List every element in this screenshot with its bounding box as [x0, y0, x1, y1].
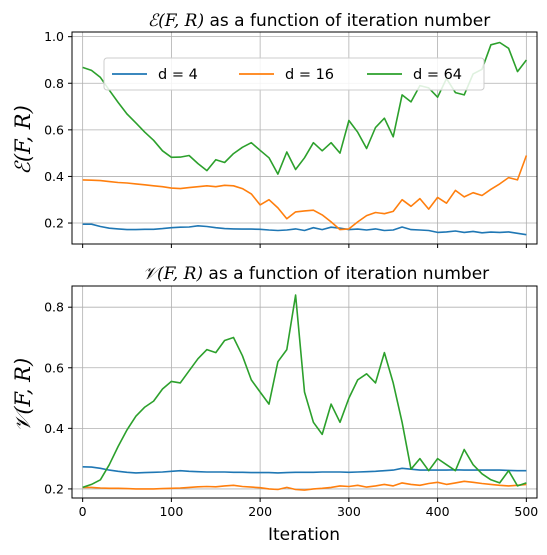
bottom-chart-title: 𝒱(F, R) as a function of iteration numbe…: [143, 264, 489, 284]
y-tick-label: 0.8: [44, 300, 64, 315]
bottom-ylabel-args: (F, R): [11, 358, 35, 415]
y-tick-label: 0.4: [44, 421, 64, 436]
top-title-symbol: ℰ: [148, 11, 160, 31]
series-line-d4: [82, 466, 527, 474]
bottom-title-rest: as a function of iteration number: [203, 264, 489, 284]
bottom-grid: [72, 286, 537, 498]
y-tick-label: 0.4: [44, 169, 64, 184]
panel-top: ℰ(F, R) as a function of iteration numbe…: [11, 11, 538, 248]
y-tick-label: 0.6: [44, 360, 64, 375]
y-tick-label: 1.0: [44, 29, 64, 44]
panel-bottom: 𝒱(F, R) as a function of iteration numbe…: [11, 264, 538, 545]
bottom-ticks: 0 100 200 300 400 500 0.2 0.4 0.6 0.8: [44, 300, 538, 519]
legend-label: d = 16: [285, 67, 334, 83]
x-tick-label: 300: [337, 504, 361, 519]
bottom-y-axis-label: 𝒱(F, R): [11, 358, 35, 432]
top-plot-frame: [71, 31, 538, 245]
top-title-rest: as a function of iteration number: [204, 11, 490, 31]
y-tick-label: 0.2: [44, 481, 64, 496]
bottom-title-args: (F, R): [157, 264, 203, 284]
top-y-axis-label: ℰ(F, R): [11, 105, 35, 175]
x-tick-label: 400: [426, 504, 450, 519]
top-chart-title: ℰ(F, R) as a function of iteration numbe…: [148, 11, 490, 31]
legend-box: [103, 57, 485, 91]
bottom-plot-frame: [71, 285, 538, 499]
legend-label: d = 4: [158, 67, 198, 83]
y-tick-label: 0.8: [44, 76, 64, 91]
x-tick-label: 500: [514, 504, 538, 519]
top-ylabel-symbol: ℰ: [11, 160, 35, 175]
y-tick-label: 0.2: [44, 216, 64, 231]
series-line-d16: [82, 480, 527, 491]
x-tick-label: 100: [159, 504, 183, 519]
legend-label: d = 64: [413, 67, 462, 83]
top-ylabel-args: (F, R): [11, 105, 35, 162]
x-axis-label: Iteration: [268, 525, 340, 545]
top-ticks: 0.2 0.4 0.6 0.8 1.0: [44, 29, 527, 248]
top-title-args: (F, R): [158, 11, 204, 31]
x-tick-label: 0: [79, 504, 87, 519]
legend: d = 4 d = 16 d = 64: [103, 57, 485, 91]
y-tick-label: 0.6: [44, 122, 64, 137]
series-line-d64: [82, 294, 527, 489]
series-line-d4: [82, 223, 527, 236]
x-tick-label: 200: [248, 504, 272, 519]
series-line-d16: [82, 155, 528, 231]
bottom-series-group: [82, 294, 527, 491]
